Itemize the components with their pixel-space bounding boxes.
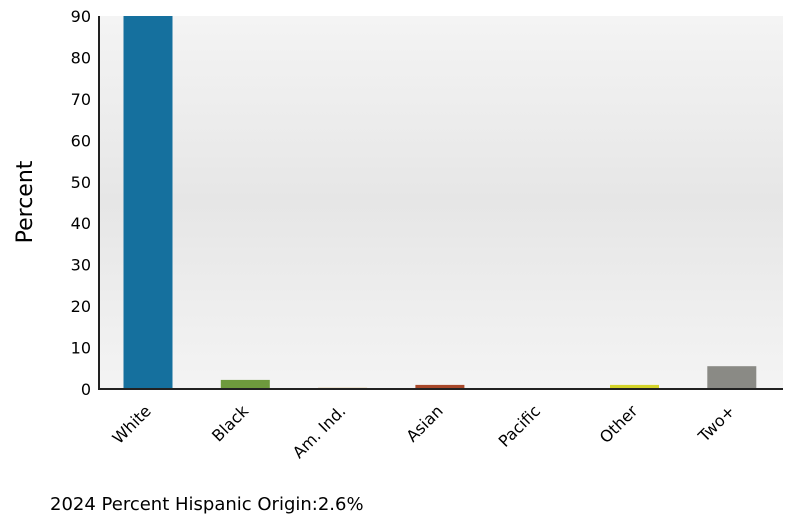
y-tick-label: 50: [71, 173, 91, 192]
x-tick-label: Am. Ind.: [289, 401, 350, 462]
plot-background: [100, 16, 783, 389]
bar-two: [707, 366, 757, 389]
bar-white: [123, 16, 173, 389]
y-tick-label: 10: [71, 339, 91, 358]
y-tick-label: 40: [71, 214, 91, 233]
hispanic-origin-note: 2024 Percent Hispanic Origin:2.6%: [50, 494, 364, 515]
y-axis-ticks: 0 10 20 30 40 50 60 70 80 90: [71, 7, 91, 399]
bar-black: [220, 379, 270, 389]
y-tick-label: 80: [71, 48, 91, 67]
y-tick-label: 20: [71, 297, 91, 316]
y-tick-label: 0: [81, 380, 91, 399]
x-tick-label: Pacific: [495, 401, 544, 450]
y-tick-label: 70: [71, 90, 91, 109]
x-tick-label: Other: [596, 401, 642, 447]
x-tick-label: Asian: [402, 401, 446, 445]
y-tick-label: 60: [71, 131, 91, 150]
x-tick-label: Two+: [694, 401, 739, 446]
y-tick-label: 30: [71, 256, 91, 275]
x-tick-label: Black: [208, 401, 253, 446]
y-tick-label: 90: [71, 7, 91, 26]
y-axis-label: Percent: [13, 160, 38, 243]
bar-other: [610, 384, 659, 389]
bars-group: [123, 16, 757, 389]
x-tick-label: White: [108, 401, 154, 447]
x-axis-labels: White Black Am. Ind. Asian Pacific Other Two+: [108, 401, 738, 462]
bar-asian: [415, 384, 465, 389]
